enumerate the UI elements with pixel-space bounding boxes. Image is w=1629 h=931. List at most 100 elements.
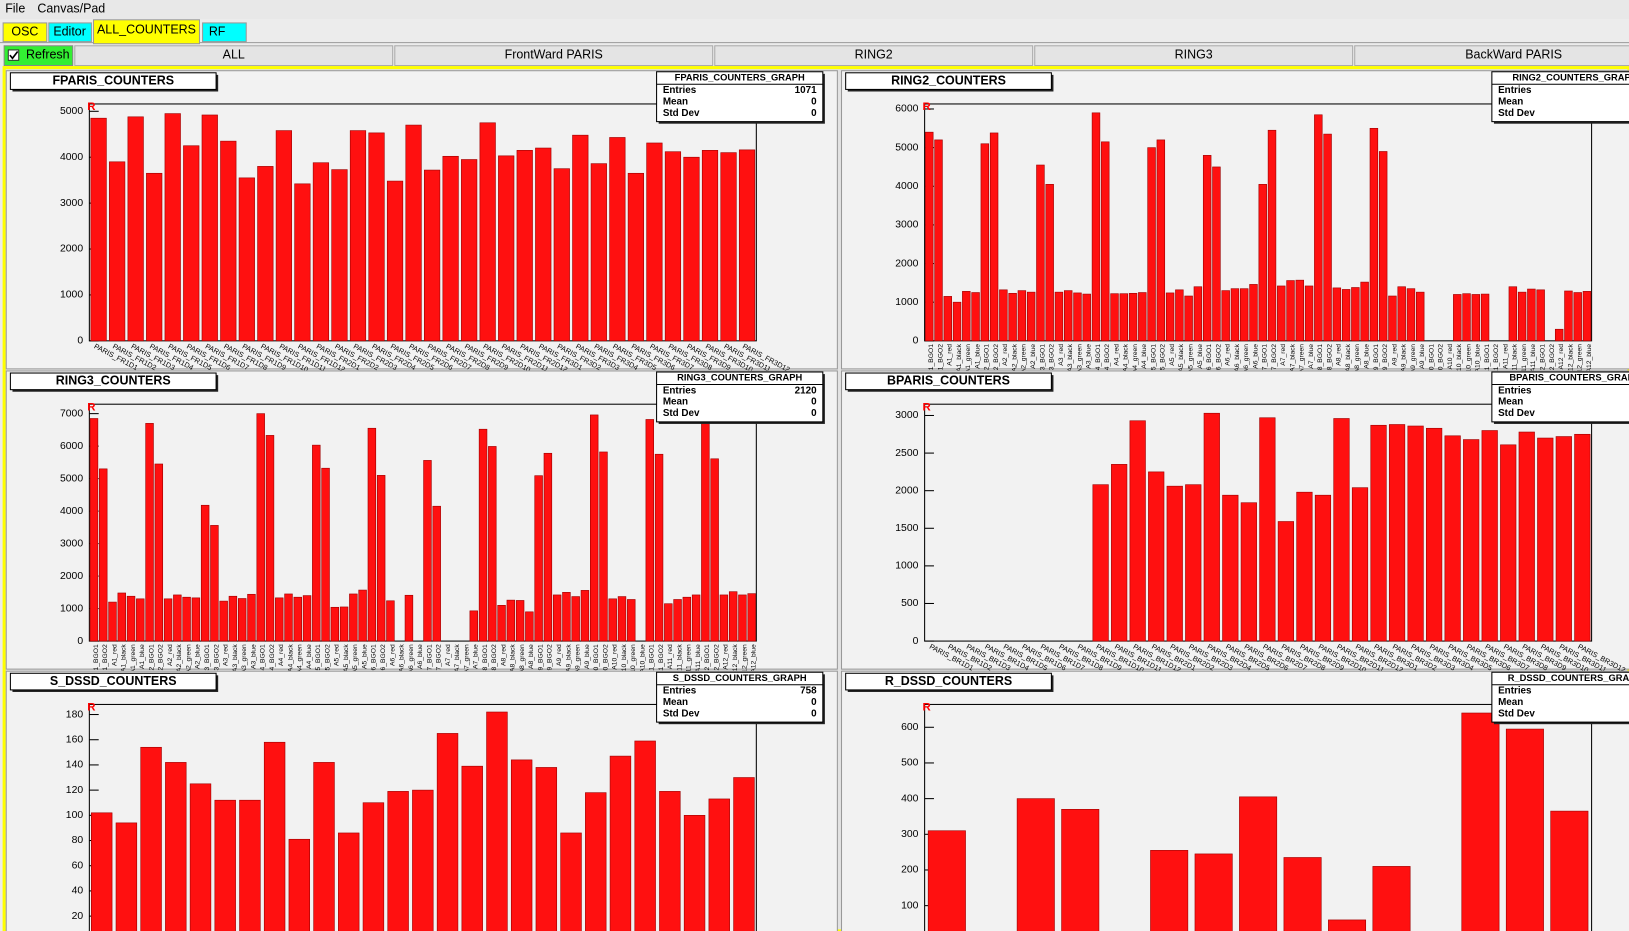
bar bbox=[1194, 853, 1233, 931]
bar bbox=[1138, 292, 1147, 342]
bar bbox=[1091, 112, 1101, 342]
root-marker: R bbox=[87, 702, 95, 714]
bar bbox=[590, 414, 599, 642]
bar bbox=[1564, 290, 1573, 342]
bar bbox=[701, 150, 719, 342]
bar bbox=[943, 296, 952, 342]
stats-value: 0 bbox=[811, 708, 817, 719]
stats-box bbox=[1491, 71, 1629, 123]
y-tick-label: 0 bbox=[913, 636, 919, 647]
x-tick-label: A5_blue bbox=[1197, 344, 1204, 369]
sub-tab[interactable] bbox=[714, 45, 1034, 67]
stats-label: Entries bbox=[663, 85, 697, 96]
menu-item[interactable]: File bbox=[5, 2, 25, 16]
bar bbox=[608, 598, 617, 642]
menu-item[interactable]: Canvas/Pad bbox=[37, 2, 105, 16]
bar bbox=[627, 599, 636, 642]
sub-tab-label[interactable]: ALL bbox=[223, 47, 245, 61]
checkbox[interactable] bbox=[7, 49, 20, 61]
bar bbox=[1259, 417, 1276, 642]
x-tick-label: A5_green bbox=[1187, 344, 1194, 374]
x-tick-label: 6_BGO2 bbox=[380, 644, 387, 671]
sub-tab-label[interactable]: BackWard PARIS bbox=[1465, 47, 1562, 61]
tab[interactable] bbox=[202, 22, 247, 43]
stats-box bbox=[656, 371, 824, 423]
sub-tab[interactable] bbox=[1034, 45, 1354, 67]
bar bbox=[571, 596, 580, 642]
y-tick-label: 1000 bbox=[895, 297, 918, 308]
x-tick-label: A5_green bbox=[352, 644, 359, 674]
x-tick-label: A12_blue bbox=[1586, 344, 1593, 373]
tab-label[interactable]: RF bbox=[209, 25, 226, 39]
title-box bbox=[9, 372, 217, 391]
x-tick-label: A1_black bbox=[956, 343, 963, 371]
x-tick-label: 9_BGO2 bbox=[547, 644, 554, 671]
y-tick-label: 100 bbox=[66, 810, 84, 821]
bar bbox=[331, 169, 348, 342]
sub-tab-label[interactable]: RING3 bbox=[1175, 47, 1213, 61]
x-tick-label: A2_green bbox=[185, 644, 192, 674]
bar bbox=[708, 798, 730, 931]
sub-tab[interactable] bbox=[394, 45, 714, 67]
bar bbox=[506, 599, 516, 642]
bar bbox=[136, 598, 145, 642]
stats-title: FPARIS_COUNTERS_GRAPH bbox=[675, 72, 805, 82]
root-marker: R bbox=[923, 101, 931, 113]
bar bbox=[562, 592, 571, 642]
bar bbox=[1573, 292, 1582, 342]
x-tick-label: A7_green bbox=[1299, 344, 1306, 374]
bar bbox=[164, 113, 181, 342]
bar bbox=[673, 599, 682, 642]
y-tick-label: 5000 bbox=[60, 473, 83, 484]
bar bbox=[1239, 796, 1278, 931]
stats-title: RING2_COUNTERS_GRAPH bbox=[1512, 72, 1629, 82]
refresh-label[interactable]: Refresh bbox=[26, 47, 70, 61]
bar bbox=[952, 301, 962, 342]
x-tick-label: A10_black bbox=[1456, 343, 1463, 375]
tab-label[interactable]: OSC bbox=[11, 25, 38, 39]
x-tick-label: A8_green bbox=[519, 644, 526, 674]
bar bbox=[220, 140, 237, 342]
refresh-toggle[interactable] bbox=[3, 45, 74, 67]
x-tick-label: A12_green bbox=[741, 644, 748, 677]
x-tick-label: 1_BGO1 bbox=[928, 344, 935, 371]
bar bbox=[1026, 291, 1036, 342]
tab-label[interactable]: Editor bbox=[53, 25, 86, 39]
sub-tab-label[interactable]: FrontWard PARIS bbox=[505, 47, 603, 61]
stats-value: 1071 bbox=[795, 85, 817, 96]
bar bbox=[516, 150, 533, 342]
x-tick-label: 10_BGO2 bbox=[1438, 344, 1445, 374]
x-tick-label: 9_BGO1 bbox=[537, 644, 544, 671]
x-tick-label: 7_BGO2 bbox=[1271, 344, 1278, 371]
tab[interactable] bbox=[48, 22, 92, 43]
bar bbox=[275, 130, 292, 342]
bar bbox=[89, 418, 99, 642]
bar bbox=[145, 423, 154, 642]
bar bbox=[275, 597, 284, 642]
tab[interactable] bbox=[2, 22, 48, 43]
bar bbox=[1378, 151, 1388, 342]
sub-tab[interactable] bbox=[1354, 45, 1629, 67]
sub-tab[interactable] bbox=[74, 45, 394, 67]
x-tick-label: 10_BGO1 bbox=[593, 644, 600, 674]
sub-tab-label[interactable]: RING2 bbox=[855, 47, 893, 61]
stats-label: Entries bbox=[1498, 385, 1532, 396]
bar bbox=[560, 832, 582, 931]
x-tick-label: 2_BGO2 bbox=[158, 644, 165, 671]
bar bbox=[1222, 494, 1239, 642]
bar bbox=[1332, 287, 1342, 342]
bar bbox=[1175, 289, 1184, 342]
x-tick-label: 3_BGO1 bbox=[1039, 344, 1046, 371]
bar bbox=[1314, 494, 1332, 642]
x-tick-label: 12_BGO1 bbox=[704, 644, 711, 674]
y-tick-label: 1000 bbox=[895, 561, 918, 572]
bar bbox=[1505, 728, 1544, 931]
bar bbox=[617, 596, 627, 642]
bar bbox=[691, 594, 701, 642]
bar bbox=[338, 832, 360, 931]
tab-active[interactable] bbox=[92, 19, 200, 45]
y-tick-label: 140 bbox=[66, 760, 84, 771]
x-tick-label: A11_red bbox=[667, 644, 674, 669]
tab-label[interactable]: ALL_COUNTERS bbox=[97, 22, 196, 36]
x-tick-label: A5_red bbox=[1169, 344, 1176, 366]
